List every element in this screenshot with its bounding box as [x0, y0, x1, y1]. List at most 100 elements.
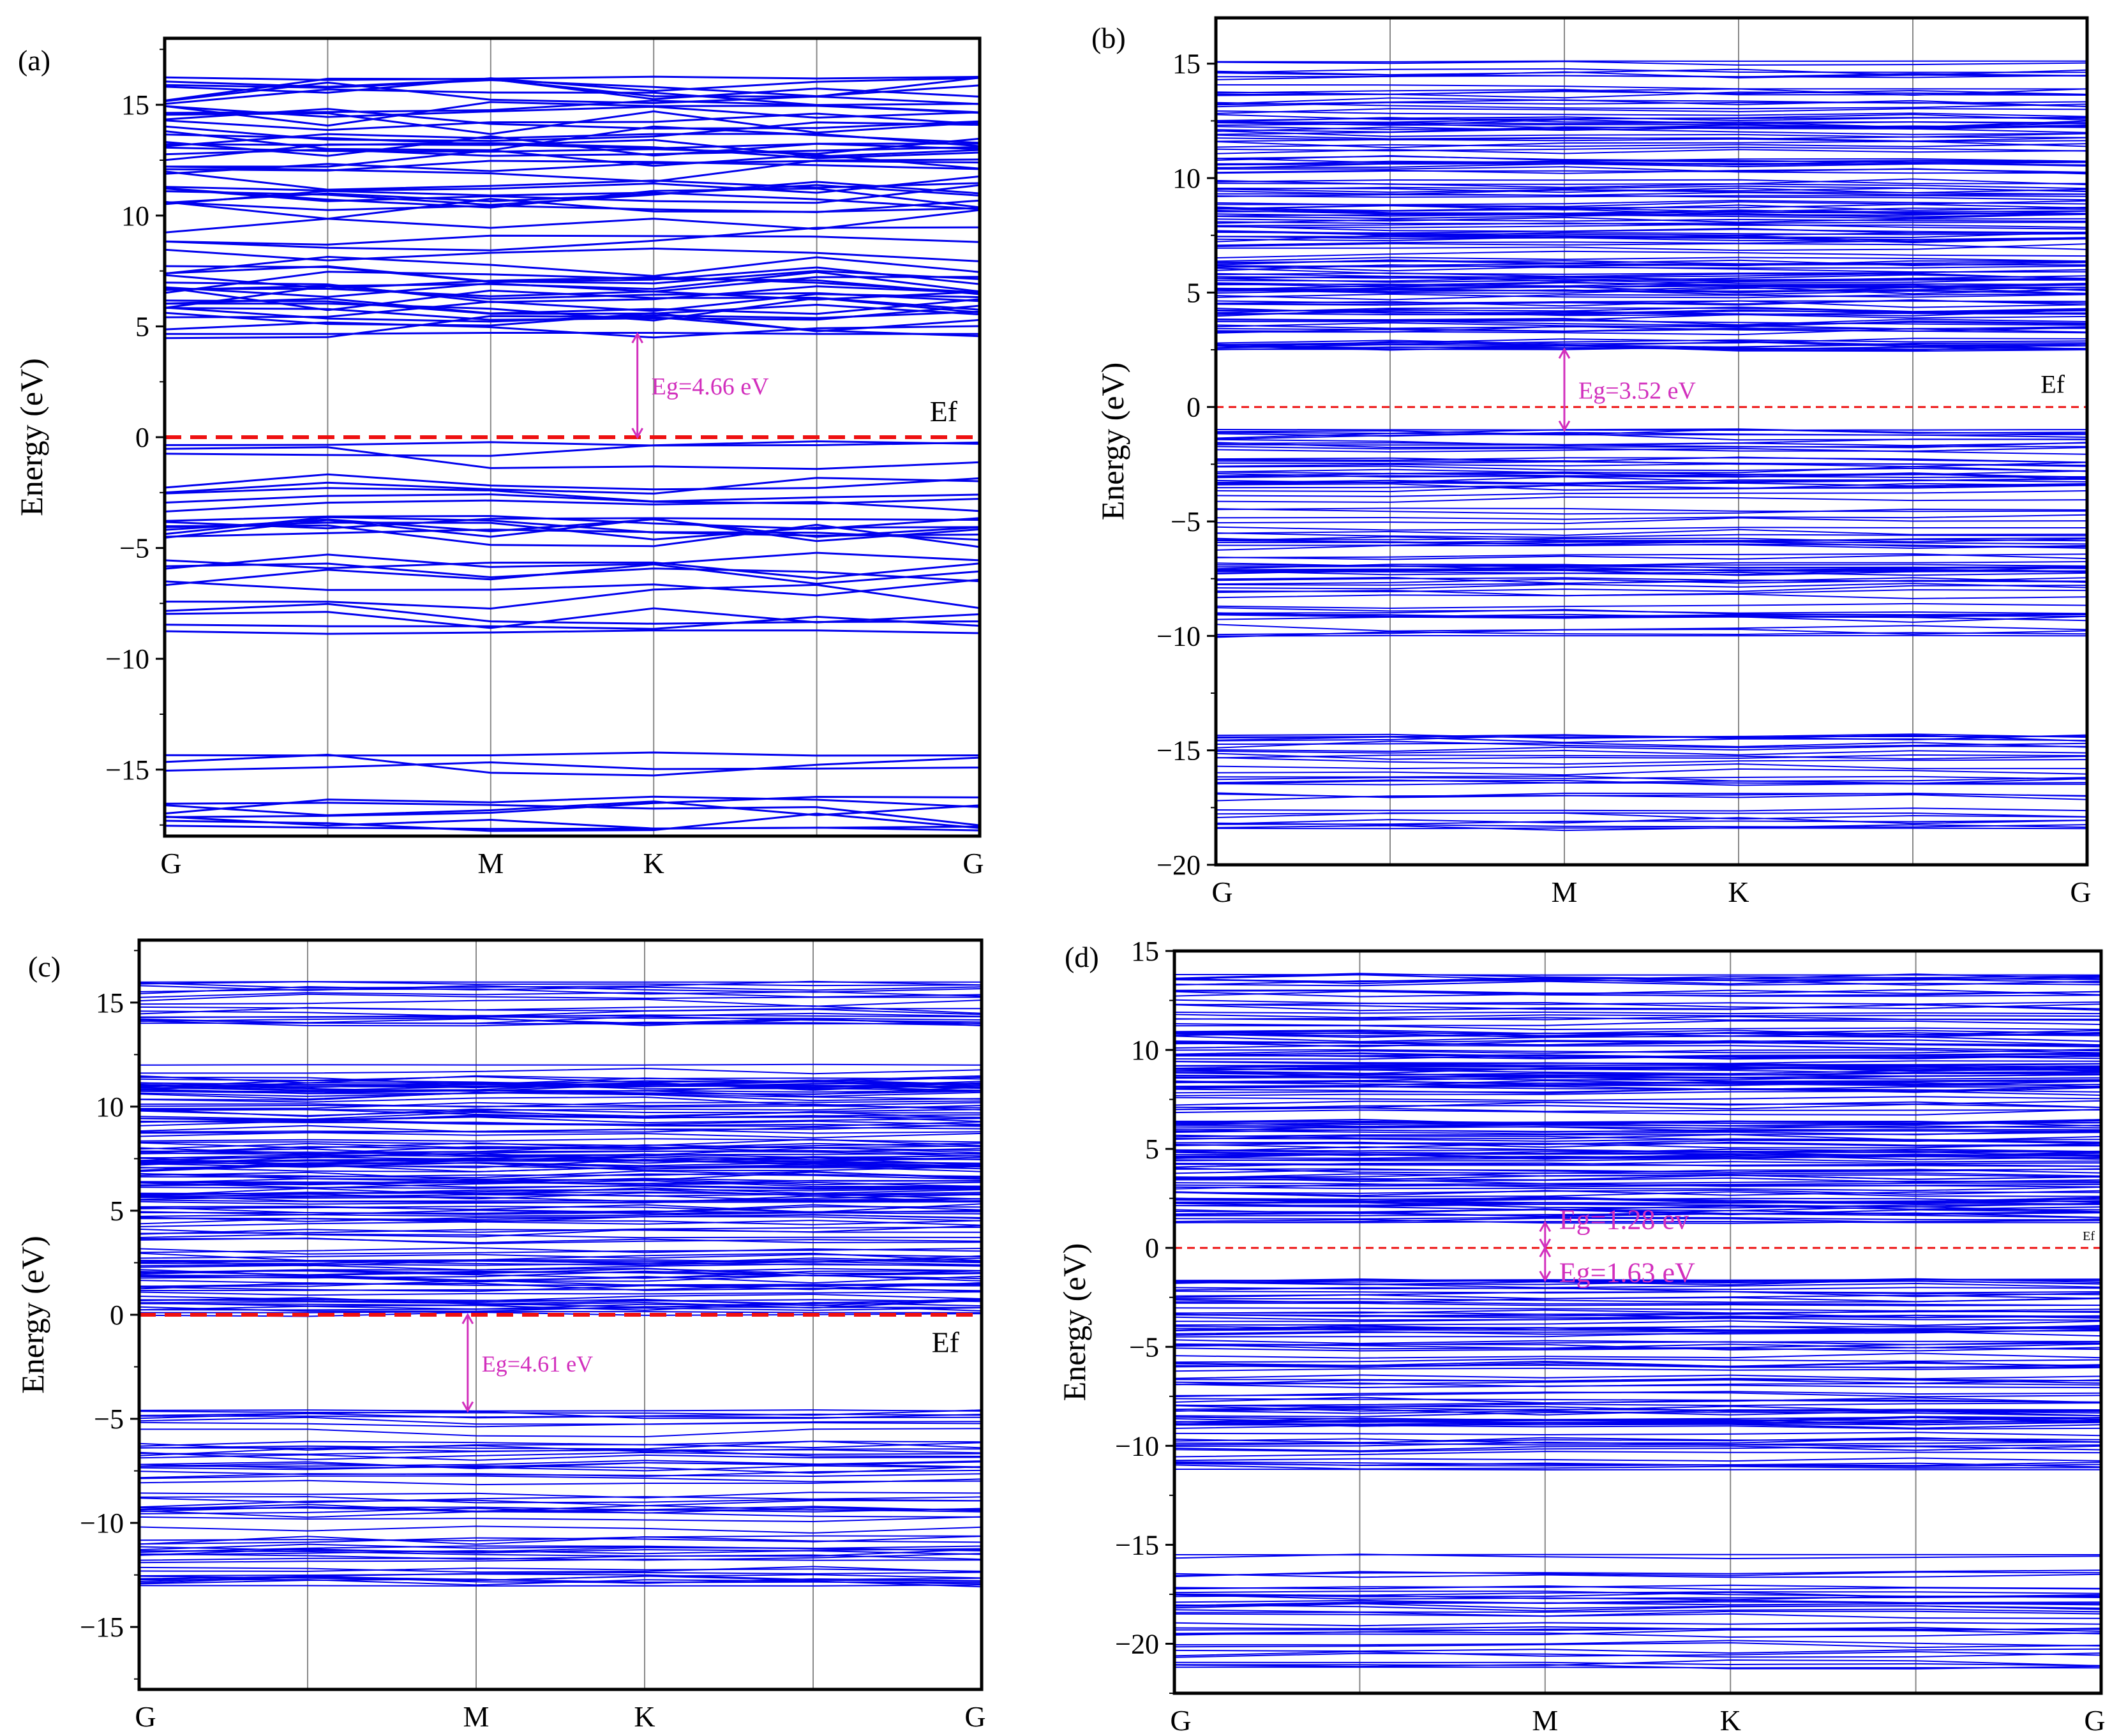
band-line	[1216, 230, 2087, 236]
band-line	[1174, 1410, 2101, 1417]
band-line	[1216, 812, 2087, 820]
band-line	[1174, 980, 2101, 987]
band-line	[1216, 541, 2087, 548]
band-line	[165, 88, 980, 107]
band-line	[1216, 602, 2087, 610]
band-line	[139, 1079, 982, 1087]
band-line	[1216, 528, 2087, 536]
band-line	[165, 812, 980, 832]
kpoint-label: M	[463, 1700, 490, 1733]
band-line	[1216, 778, 2087, 786]
band-line	[1174, 1062, 2101, 1067]
band-line	[1216, 185, 2087, 192]
band-line	[1174, 1032, 2101, 1037]
band-line	[1174, 1077, 2101, 1083]
band-line	[139, 1460, 982, 1469]
band-line	[139, 1298, 982, 1306]
band-line	[1216, 628, 2087, 636]
band-line	[165, 514, 980, 530]
y-tick-label: 15	[96, 987, 124, 1019]
band-line	[1216, 309, 2087, 315]
band-line	[1216, 824, 2087, 832]
band-line	[139, 1082, 982, 1091]
band-gap-arrowhead-top	[1539, 1246, 1552, 1257]
band-line	[139, 1217, 982, 1225]
band-line	[139, 1170, 982, 1179]
y-tick-label: −20	[1115, 1628, 1159, 1659]
band-line	[139, 1156, 982, 1166]
band-line	[1174, 1664, 2101, 1670]
band-line	[165, 518, 980, 542]
band-line	[1216, 200, 2087, 206]
band-line	[139, 1535, 982, 1542]
band-line	[1216, 123, 2087, 129]
band-line	[1216, 143, 2087, 148]
band-line	[1216, 221, 2087, 225]
band-line	[139, 1188, 982, 1195]
band-line	[1174, 1377, 2101, 1384]
band-line	[139, 1463, 982, 1472]
band-line	[165, 297, 980, 322]
band-line	[1174, 1132, 2101, 1138]
band-line	[1216, 541, 2087, 550]
band-line	[139, 1214, 982, 1220]
band-line	[139, 1120, 982, 1127]
band-line	[139, 1225, 982, 1234]
band-line	[1174, 1190, 2101, 1197]
band-line	[1174, 1361, 2101, 1368]
band-line	[1216, 187, 2087, 195]
band-line	[1174, 1080, 2101, 1088]
band-line	[139, 1162, 982, 1171]
band-line	[1174, 1001, 2101, 1010]
band-line	[139, 1171, 982, 1179]
band-line	[1174, 1302, 2101, 1306]
band-line	[139, 1150, 982, 1157]
band-line	[139, 1005, 982, 1014]
y-tick-label: −10	[1115, 1430, 1159, 1462]
y-tick-label: 0	[1187, 392, 1201, 423]
band-line	[139, 1510, 982, 1518]
band-line	[139, 1307, 982, 1311]
band-line	[1216, 438, 2087, 447]
band-line	[1216, 476, 2087, 484]
band-line	[165, 105, 980, 119]
band-line	[1174, 1161, 2101, 1165]
band-line	[1174, 1186, 2101, 1192]
kpoint-label: K	[1720, 1704, 1741, 1736]
band-line	[1174, 1158, 2101, 1163]
band-line	[1174, 1066, 2101, 1072]
band-line	[165, 517, 980, 530]
y-tick-label: −5	[1129, 1331, 1159, 1363]
band-line	[139, 1311, 982, 1313]
band-line	[1174, 978, 2101, 985]
band-line	[1216, 257, 2087, 262]
band-line	[1216, 470, 2087, 475]
band-line	[1216, 89, 2087, 96]
band-line	[1216, 483, 2087, 491]
band-line	[1174, 1100, 2101, 1106]
y-tick-label: −10	[80, 1508, 124, 1539]
band-line	[1174, 1405, 2101, 1412]
band-line	[139, 985, 982, 994]
band-line	[1216, 213, 2087, 218]
band-line	[1216, 745, 2087, 752]
band-line	[165, 562, 980, 583]
band-line	[1216, 299, 2087, 305]
band-line	[1216, 570, 2087, 576]
band-line	[1216, 168, 2087, 174]
band-line	[1216, 97, 2087, 105]
band-line	[1216, 327, 2087, 334]
band-line	[1216, 593, 2087, 599]
band-line	[1216, 794, 2087, 802]
band-gap-label: Eg=4.61 eV	[482, 1351, 593, 1377]
band-line	[1216, 457, 2087, 463]
band-line	[1174, 1004, 2101, 1012]
band-line	[1216, 216, 2087, 223]
band-line	[1174, 1173, 2101, 1179]
band-line	[1174, 1627, 2101, 1635]
band-line	[1174, 1464, 2101, 1470]
fermi-level-label: Ef	[930, 395, 958, 428]
band-line	[165, 795, 980, 815]
band-line	[1174, 1324, 2101, 1331]
